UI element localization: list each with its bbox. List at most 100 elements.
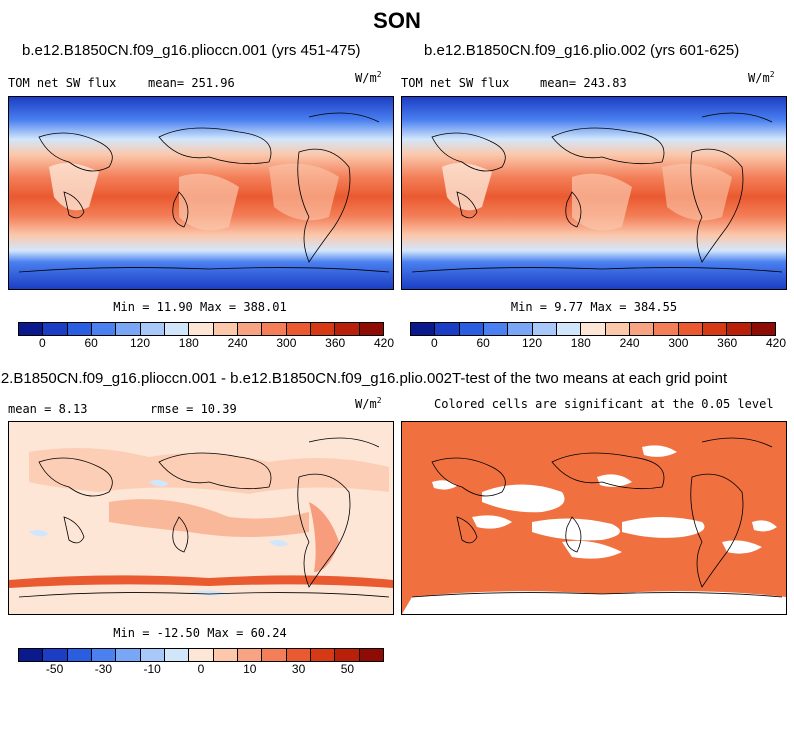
colorbar-swatch xyxy=(213,323,238,335)
colorbar-swatches xyxy=(18,648,384,662)
colorbar-swatch xyxy=(237,323,263,335)
ttest-subtitle: Colored cells are significant at the 0.0… xyxy=(434,397,774,411)
colorbar-tick-label: 240 xyxy=(619,336,640,350)
colorbar-swatch xyxy=(411,323,436,335)
colorbar-swatch xyxy=(19,649,44,661)
colorbar-swatch xyxy=(140,649,165,661)
colorbar-ticks: 0 60 120 180 240 300 360 420 xyxy=(410,336,786,350)
colorbar-swatch xyxy=(286,323,311,335)
colorbar-tick-label: -50 xyxy=(45,662,64,676)
significance-map xyxy=(402,422,786,614)
colorbar-swatch xyxy=(556,323,582,335)
panel-title-top-right: b.e12.B1850CN.f09_g16.plio.002 (yrs 601-… xyxy=(424,42,740,59)
colorbar-swatch xyxy=(335,323,360,335)
colorbar-tick-label: 360 xyxy=(717,336,738,350)
colorbar-swatch xyxy=(435,323,460,335)
colorbar-tick-label: -30 xyxy=(94,662,113,676)
colorbar-swatch xyxy=(605,323,630,335)
map-bottom-left xyxy=(8,421,394,615)
colorbar-swatches xyxy=(410,322,776,336)
rmse-label-bottom-left: rmse = 10.39 xyxy=(150,402,237,416)
colorbar-swatch xyxy=(532,323,557,335)
colorbar-swatch xyxy=(262,323,287,335)
colorbar-swatch xyxy=(286,649,311,661)
sw-flux-map-plio xyxy=(402,97,786,289)
field-label-top-left: TOM net SW flux xyxy=(8,76,117,90)
map-top-right xyxy=(401,96,787,290)
colorbar-tick-label: 60 xyxy=(476,336,490,350)
colorbar-swatch xyxy=(310,649,336,661)
colorbar-swatch xyxy=(164,649,190,661)
colorbar-top-right: 0 60 120 180 240 300 360 420 xyxy=(410,322,786,352)
colorbar-swatch xyxy=(91,649,117,661)
colorbar-ticks: 0 60 120 180 240 300 360 420 xyxy=(18,336,394,350)
panel-title-top-left: b.e12.B1850CN.f09_g16.plioccn.001 (yrs 4… xyxy=(22,42,361,59)
colorbar-tick-label: 120 xyxy=(129,336,151,350)
colorbar-ticks: -50 -30 -10 0 10 30 50 xyxy=(18,662,384,676)
colorbar-swatch xyxy=(43,649,68,661)
colorbar-swatch xyxy=(140,323,165,335)
mean-label-bottom-left: mean = 8.13 xyxy=(8,402,88,416)
colorbar-tick-label: 0 xyxy=(197,662,205,676)
colorbar-swatch xyxy=(189,323,214,335)
colorbar-swatch xyxy=(581,323,606,335)
colorbar-swatch xyxy=(654,323,679,335)
panel-title-bottom-right: T-test of the two means at each grid poi… xyxy=(452,370,728,387)
significant-area xyxy=(402,422,786,614)
colorbar-top-left: 0 60 120 180 240 300 360 420 xyxy=(18,322,394,352)
colorbar-swatch xyxy=(262,649,287,661)
colorbar-swatch xyxy=(629,323,655,335)
colorbar-tick-label: 420 xyxy=(765,336,787,350)
panel-title-bottom-left-clip: b.e12.B1850CN.f09_g16.plioccn.001 - b.e1… xyxy=(0,368,452,390)
colorbar-swatch xyxy=(189,649,214,661)
colorbar-swatches xyxy=(18,322,384,336)
colorbar-tick-label: 0 xyxy=(39,336,46,350)
minmax-bottom-left: Min = -12.50 Max = 60.24 xyxy=(113,626,287,640)
panel-title-bottom-left: b.e12.B1850CN.f09_g16.plioccn.001 - b.e1… xyxy=(0,370,452,387)
colorbar-swatch xyxy=(116,323,141,335)
field-label-top-right: TOM net SW flux xyxy=(401,76,510,90)
colorbar-tick-label: 180 xyxy=(178,336,199,350)
colorbar-tick-label: -10 xyxy=(143,662,161,676)
colorbar-swatch xyxy=(91,323,117,335)
colorbar-swatch xyxy=(237,649,263,661)
colorbar-swatch xyxy=(359,649,383,661)
colorbar-tick-label: 300 xyxy=(276,336,297,350)
mean-label-top-right: mean= 243.83 xyxy=(540,76,627,90)
difference-map xyxy=(9,422,393,614)
colorbar-swatch xyxy=(459,323,484,335)
colorbar-tick-label: 50 xyxy=(340,662,355,676)
colorbar-swatch xyxy=(483,323,509,335)
minmax-top-right: Min = 9.77 Max = 384.55 xyxy=(510,300,678,314)
colorbar-swatch xyxy=(310,323,336,335)
colorbar-tick-label: 60 xyxy=(84,336,98,350)
colorbar-swatch xyxy=(702,323,728,335)
colorbar-swatch xyxy=(727,323,752,335)
colorbar-swatch xyxy=(508,323,533,335)
units-label-top-left: W/m2 xyxy=(355,70,382,85)
colorbar-swatch xyxy=(213,649,238,661)
colorbar-swatch xyxy=(67,323,92,335)
colorbar-swatch xyxy=(19,323,44,335)
colorbar-swatch xyxy=(67,649,92,661)
colorbar-tick-label: 360 xyxy=(325,336,346,350)
colorbar-bottom-left: -50 -30 -10 0 10 30 50 xyxy=(18,648,384,678)
colorbar-tick-label: 180 xyxy=(570,336,591,350)
colorbar-swatch xyxy=(164,323,190,335)
units-label-bottom-left: W/m2 xyxy=(355,396,382,411)
colorbar-tick-label: 120 xyxy=(521,336,543,350)
figure-title: SON xyxy=(373,8,421,33)
colorbar-tick-label: 420 xyxy=(373,336,395,350)
mean-label-top-left: mean= 251.96 xyxy=(148,76,235,90)
colorbar-tick-label: 300 xyxy=(668,336,689,350)
colorbar-tick-label: 240 xyxy=(227,336,248,350)
colorbar-swatch xyxy=(116,649,141,661)
minmax-top-left: Min = 11.90 Max = 388.01 xyxy=(113,300,287,314)
sw-flux-map-plioccn xyxy=(9,97,393,289)
colorbar-tick-label: 10 xyxy=(243,662,257,676)
colorbar-swatch xyxy=(751,323,775,335)
units-label-top-right: W/m2 xyxy=(748,70,775,85)
colorbar-swatch xyxy=(678,323,703,335)
colorbar-swatch xyxy=(335,649,360,661)
colorbar-swatch xyxy=(43,323,68,335)
